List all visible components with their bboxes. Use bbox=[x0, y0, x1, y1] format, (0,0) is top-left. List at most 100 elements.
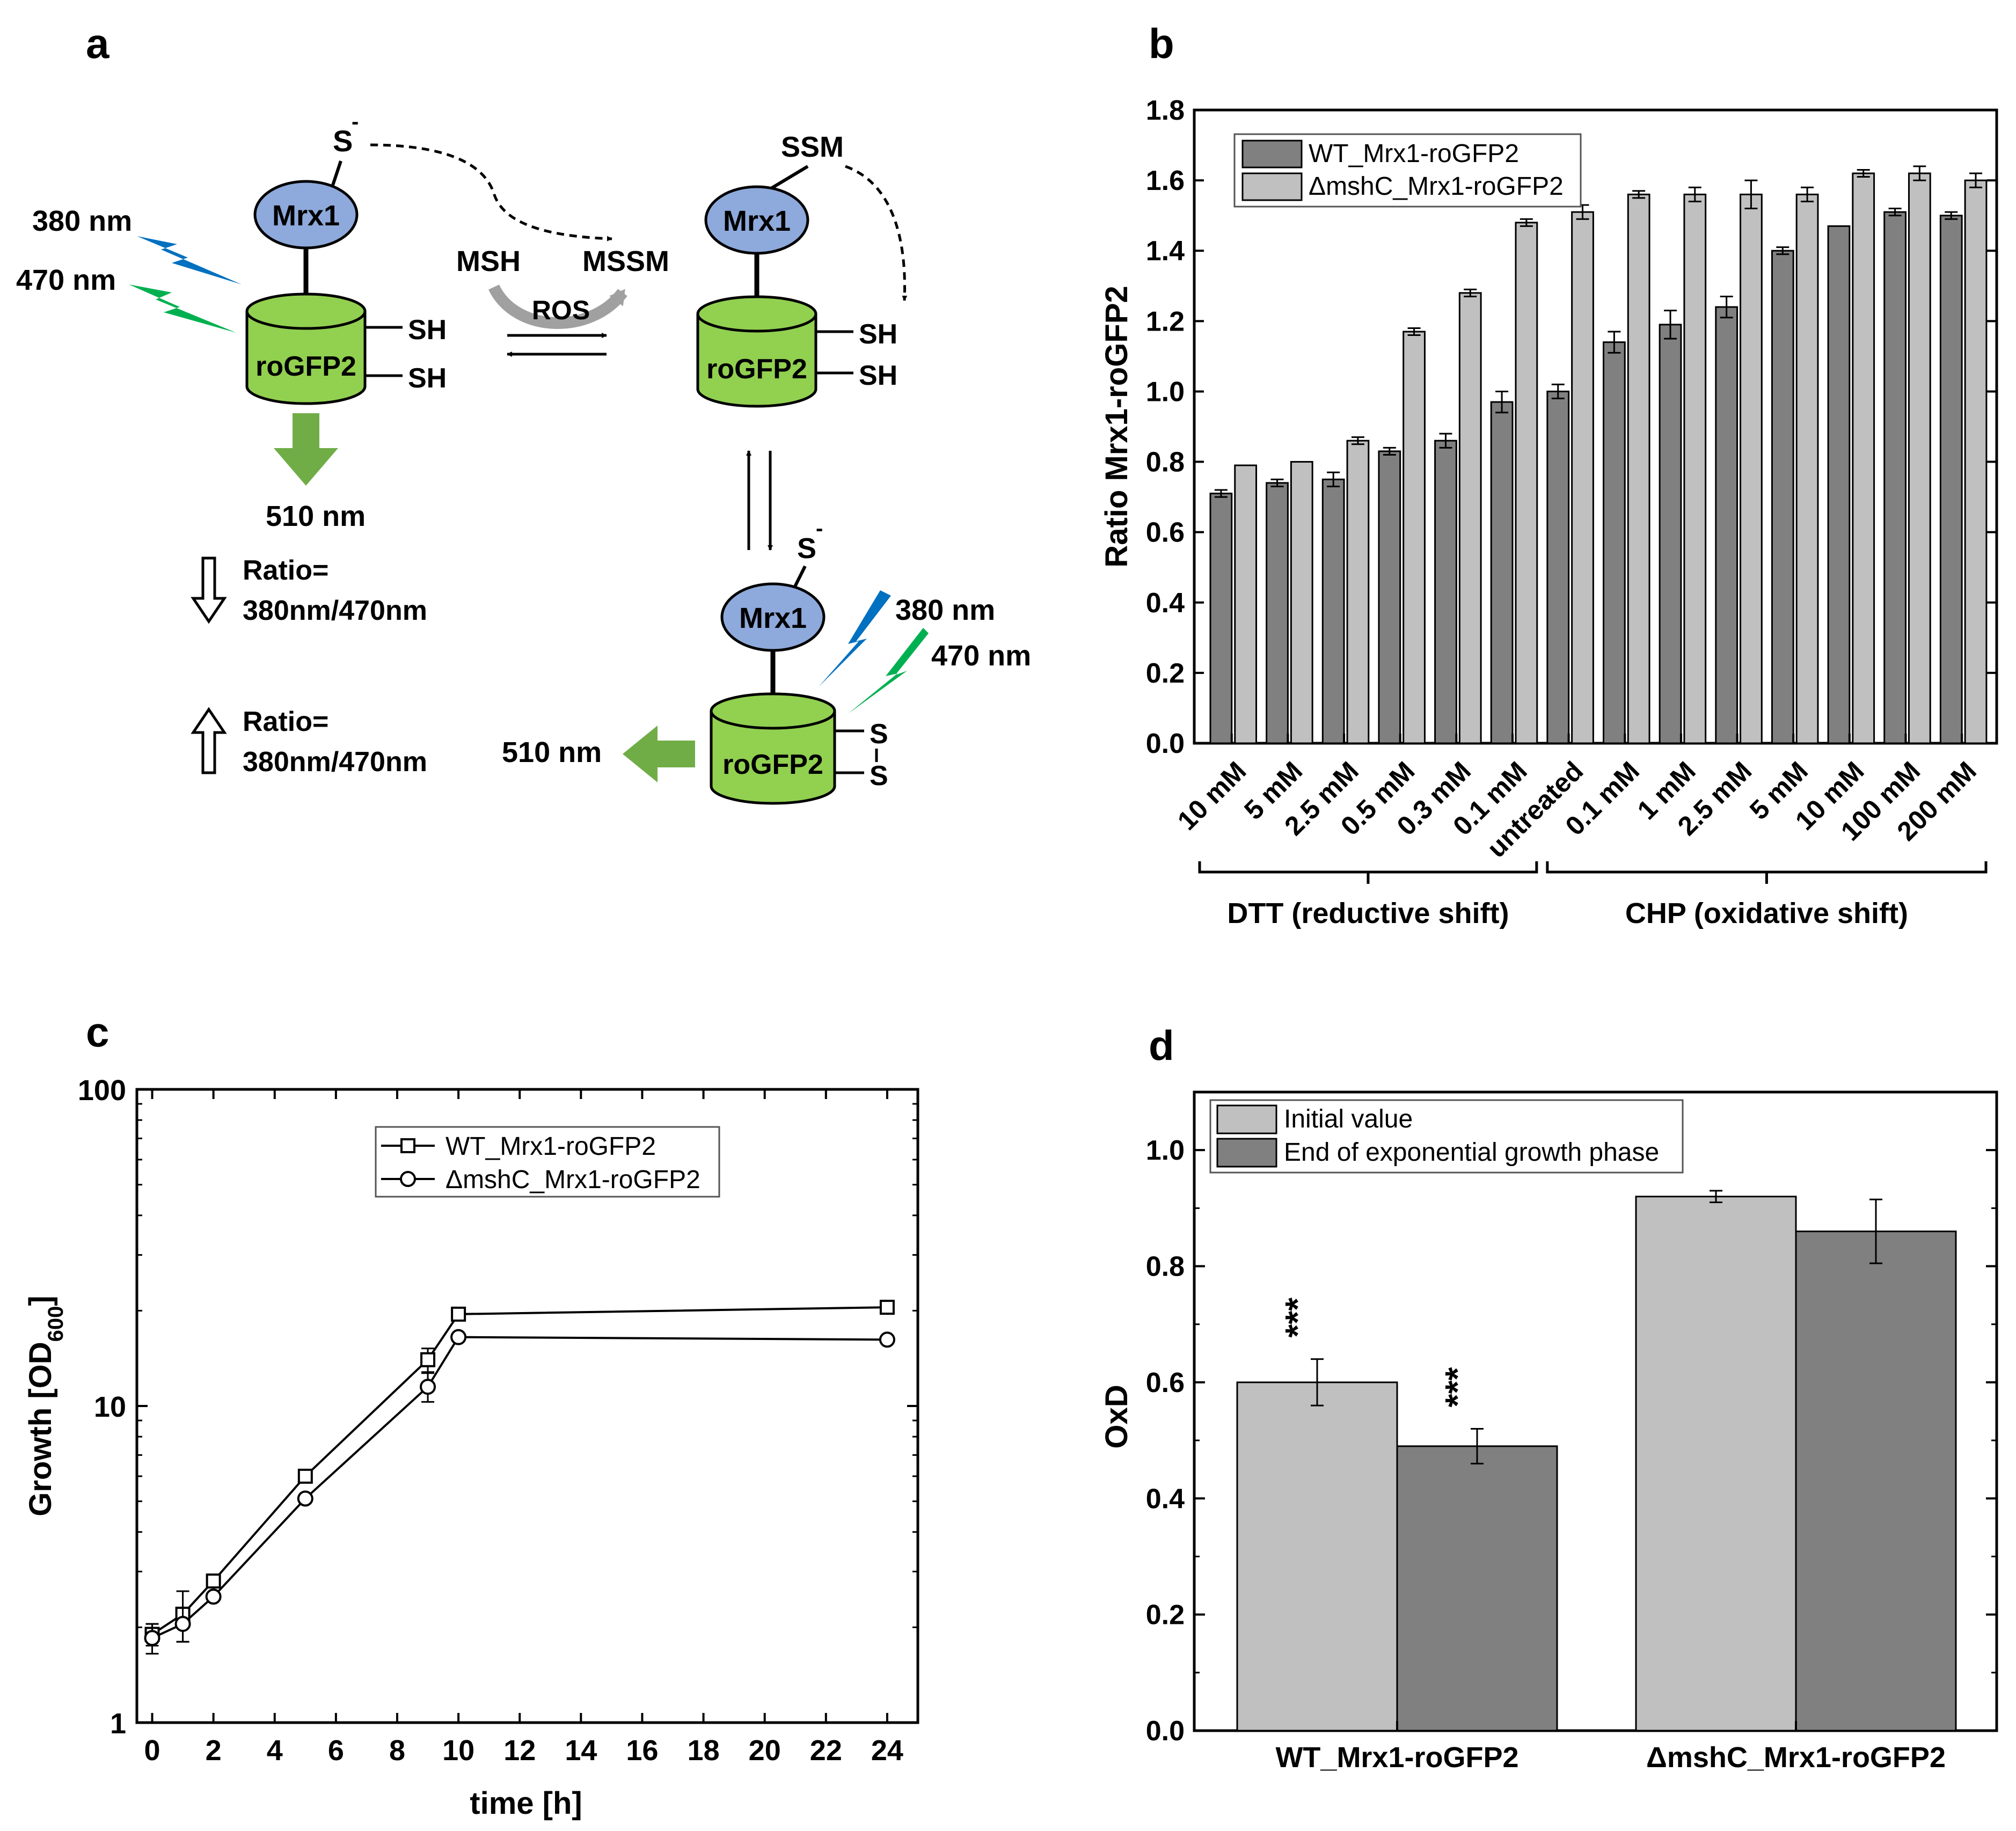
rogfp2-label: roGFP2 bbox=[706, 354, 807, 385]
panel-a-letter: a bbox=[86, 20, 109, 67]
data-point bbox=[879, 1331, 895, 1348]
dashed-arrow bbox=[845, 165, 908, 301]
significance-annotation: *** bbox=[1438, 1367, 1477, 1408]
bar bbox=[1434, 440, 1457, 744]
emission-arrow-icon bbox=[274, 413, 338, 486]
bar bbox=[1715, 306, 1739, 744]
series-line bbox=[151, 1336, 887, 1639]
dashed-arrow bbox=[370, 143, 612, 241]
y-tick-label: 1 bbox=[110, 1708, 126, 1740]
x-axis: 10 mM5 mM2.5 mM0.5 mM0.3 mM0.1 mMuntreat… bbox=[1172, 734, 1982, 863]
bar bbox=[1346, 440, 1370, 744]
bar bbox=[1571, 211, 1594, 744]
bar bbox=[1883, 211, 1907, 744]
x-tick-label: WT_Mrx1-roGFP2 bbox=[1275, 1741, 1518, 1774]
rogfp2-cylinder bbox=[696, 295, 817, 408]
legend: Initial value End of exponential growth … bbox=[1209, 1099, 1684, 1174]
panel-a: a S - Mrx1 roGFP2 SH SH 380 nm 470 nm 51… bbox=[16, 20, 1031, 805]
x-tick-label: 10 mM bbox=[1172, 756, 1252, 836]
curved-gray-arrow bbox=[488, 284, 627, 329]
legend-box bbox=[1209, 1099, 1684, 1174]
panel-c: c Growth [OD600] time [h] 0 2 4 6 8 10 12 14 16 1… bbox=[23, 1008, 919, 1821]
mssm-label: MSSM bbox=[582, 245, 669, 277]
bar bbox=[1490, 401, 1514, 744]
linker bbox=[331, 160, 342, 186]
x-tick-label: 12 bbox=[503, 1734, 536, 1767]
data-point bbox=[879, 1300, 895, 1315]
thiolate-charge: - bbox=[352, 110, 359, 134]
bar bbox=[1627, 193, 1650, 744]
legend-label: End of exponential growth phase bbox=[1284, 1138, 1659, 1167]
data-point bbox=[450, 1329, 467, 1345]
bar bbox=[1603, 341, 1626, 744]
x-tick-label: 14 bbox=[565, 1734, 597, 1767]
y-tick-label: 0.0 bbox=[1146, 728, 1185, 759]
legend: WT_Mrx1-roGFP2 ΔmshC_Mrx1-roGFP2 bbox=[1233, 133, 1582, 208]
rogfp2-label: roGFP2 bbox=[722, 749, 823, 780]
bar bbox=[1740, 193, 1763, 744]
data-point bbox=[451, 1306, 466, 1322]
bar bbox=[1209, 493, 1233, 744]
bar bbox=[1546, 390, 1570, 744]
group-label: CHP (oxidative shift) bbox=[1625, 897, 1908, 929]
rogfp2-cylinder bbox=[245, 292, 367, 405]
data-point bbox=[420, 1379, 436, 1395]
y-tick-label: 0.4 bbox=[1146, 588, 1185, 619]
ratio-formula: 380nm/470nm bbox=[243, 595, 427, 626]
legend-label: ΔmshC_Mrx1-roGFP2 bbox=[1309, 172, 1564, 201]
bar bbox=[1378, 450, 1401, 744]
legend-swatch bbox=[1216, 1104, 1277, 1134]
series bbox=[144, 1300, 895, 1655]
y-tick-label: 1.2 bbox=[1146, 306, 1185, 337]
x-tick-label: 18 bbox=[688, 1734, 720, 1767]
x-tick-label: ΔmshC_Mrx1-roGFP2 bbox=[1646, 1741, 1946, 1774]
ros-label: ROS bbox=[532, 295, 590, 325]
x-tick-label: 0 bbox=[144, 1734, 160, 1767]
legend-label: WT_Mrx1-roGFP2 bbox=[445, 1132, 656, 1161]
bar bbox=[1827, 225, 1851, 744]
y-axis-label-sub: 600 bbox=[44, 1306, 68, 1342]
rogfp2-cylinder bbox=[710, 692, 836, 805]
circle-marker-icon bbox=[400, 1171, 416, 1187]
y-tick-label: 0.2 bbox=[1146, 1600, 1185, 1631]
panel-d-letter: d bbox=[1149, 1022, 1174, 1069]
disulfide-s-label: S bbox=[870, 719, 888, 750]
group-bracket bbox=[1546, 861, 1988, 884]
bar bbox=[1659, 324, 1682, 744]
y-tick-label: 0.6 bbox=[1146, 1367, 1185, 1398]
legend-label: ΔmshC_Mrx1-roGFP2 bbox=[445, 1166, 700, 1194]
bar bbox=[1458, 292, 1482, 744]
y-tick-label: 0.4 bbox=[1146, 1483, 1185, 1514]
light-bolt-icon bbox=[129, 284, 236, 333]
ratio-formula: 380nm/470nm bbox=[243, 746, 427, 778]
panel-c-letter: c bbox=[86, 1008, 109, 1056]
y-tick-label: 0.8 bbox=[1146, 1251, 1185, 1283]
group-label: DTT (reductive shift) bbox=[1227, 897, 1509, 929]
bar bbox=[1290, 461, 1313, 744]
up-arrow-icon bbox=[191, 707, 227, 774]
data-point bbox=[205, 1588, 222, 1605]
panel-b-letter: b bbox=[1149, 20, 1174, 67]
plot-frame bbox=[1193, 108, 1998, 745]
thiolate-charge: - bbox=[816, 517, 823, 540]
linker bbox=[766, 165, 809, 192]
bar bbox=[1515, 222, 1538, 744]
significance-annotation: *** bbox=[1278, 1298, 1317, 1338]
legend: WT_Mrx1-roGFP2 ΔmshC_Mrx1-roGFP2 bbox=[375, 1126, 720, 1198]
bar bbox=[1403, 331, 1426, 744]
y-axis-label-main: Growth [OD bbox=[23, 1342, 58, 1516]
data-point bbox=[297, 1490, 313, 1507]
plot-frame bbox=[1193, 1090, 1998, 1732]
ssm-label: SSM bbox=[781, 131, 844, 163]
sh-label: SH bbox=[408, 314, 447, 346]
sh-label: SH bbox=[859, 360, 897, 391]
wavelength-380-label: 380 nm bbox=[895, 594, 995, 626]
linker bbox=[793, 565, 807, 589]
legend-label: Initial value bbox=[1284, 1105, 1413, 1133]
series-line bbox=[151, 1306, 887, 1636]
bar bbox=[1795, 193, 1819, 744]
data-point bbox=[144, 1630, 160, 1646]
rogfp2-label: roGFP2 bbox=[255, 351, 356, 382]
x-axis-label: time [h] bbox=[470, 1786, 582, 1821]
